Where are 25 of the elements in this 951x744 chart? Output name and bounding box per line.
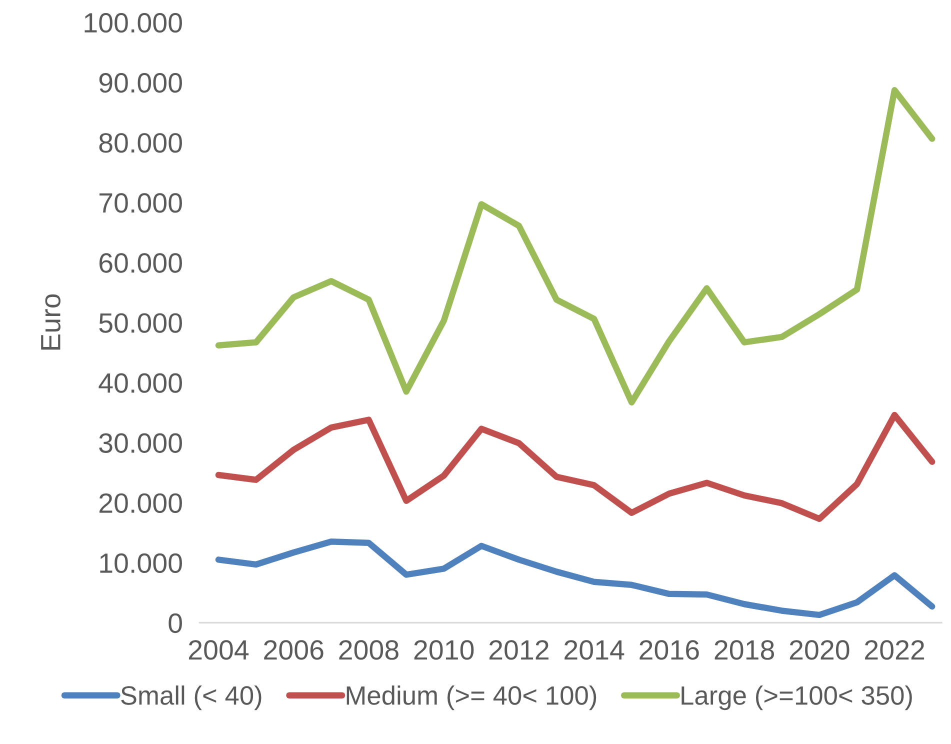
x-tick-label: 2012 xyxy=(489,640,548,660)
x-tick-label: 2020 xyxy=(790,640,850,660)
y-tick-label: 70.000 xyxy=(100,193,182,213)
x-tick-label: 2018 xyxy=(714,640,774,660)
y-tick-label: 80.000 xyxy=(99,133,182,153)
y-tick-label: 10.000 xyxy=(100,553,182,574)
x-tick-label: 2016 xyxy=(640,640,699,660)
y-tick-label: 30.000 xyxy=(99,433,182,453)
y-tick-label: 40.000 xyxy=(98,373,182,393)
legend-label: Medium (>= 40< 100) xyxy=(346,685,596,710)
x-tick-label: 2010 xyxy=(414,640,474,660)
y-tick-label: 100.000 xyxy=(84,12,182,33)
legend-label: Large (>=100< 350) xyxy=(682,685,912,710)
y-tick-label: 90.000 xyxy=(99,73,182,93)
y-tick-label: 50.000 xyxy=(99,313,182,333)
y-tick-label: 20.000 xyxy=(99,493,182,513)
y-tick-label: 60.000 xyxy=(100,253,182,273)
x-tick-label: 2022 xyxy=(865,640,924,660)
legend-label: Small (< 40) xyxy=(121,685,262,710)
y-tick-label: 0 xyxy=(168,613,182,634)
y-axis-title: Euro xyxy=(41,294,60,350)
x-tick-label: 2014 xyxy=(564,640,624,660)
x-tick-label: 2004 xyxy=(188,640,249,660)
x-tick-label: 2008 xyxy=(339,640,398,660)
x-tick-label: 2006 xyxy=(264,640,324,660)
